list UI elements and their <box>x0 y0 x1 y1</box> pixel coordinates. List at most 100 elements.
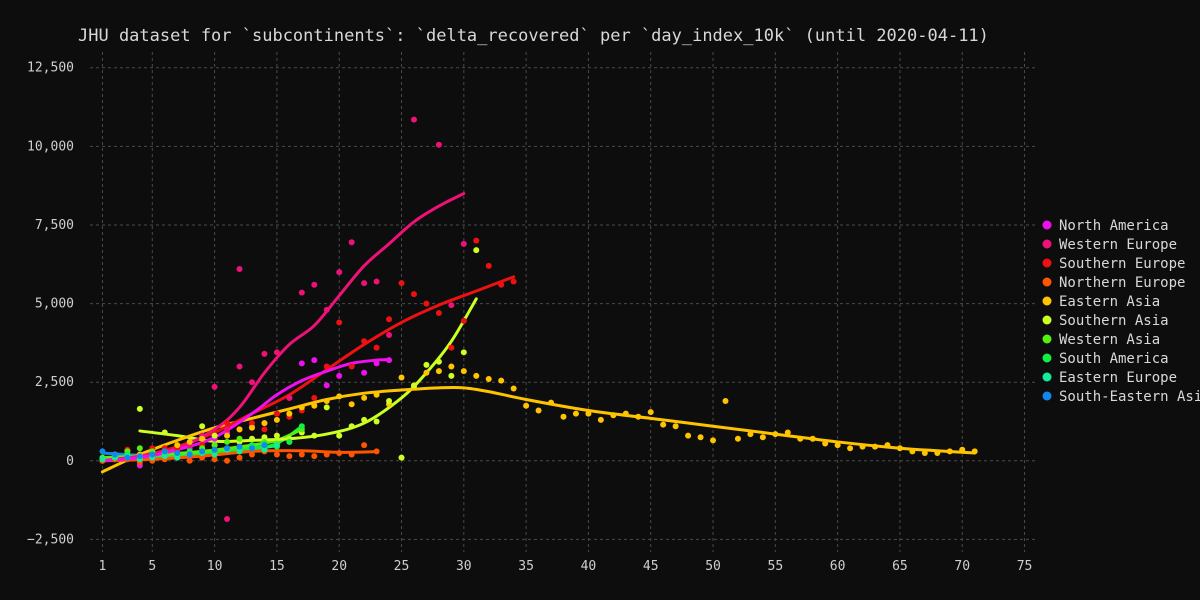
legend-label: Southern Europe <box>1059 256 1185 272</box>
x-tick-label: 65 <box>892 559 908 574</box>
data-point <box>136 453 143 460</box>
legend-label: Western Asia <box>1059 332 1160 348</box>
data-point <box>298 404 305 411</box>
data-point <box>485 376 492 383</box>
data-point <box>585 410 592 417</box>
legend-label: Eastern Asia <box>1059 294 1160 310</box>
data-point <box>273 451 280 458</box>
data-point <box>311 432 318 439</box>
x-tick-label: 10 <box>207 559 223 574</box>
data-point <box>273 432 280 439</box>
data-point <box>373 360 380 367</box>
data-point <box>373 391 380 398</box>
data-point <box>286 438 293 445</box>
data-point <box>946 448 953 455</box>
data-point <box>211 432 218 439</box>
data-point <box>348 401 355 408</box>
data-point <box>186 457 193 464</box>
data-point <box>872 443 879 450</box>
data-point <box>361 369 368 376</box>
data-point <box>622 410 629 417</box>
y-tick-label: 0 <box>66 454 74 469</box>
data-point <box>199 454 206 461</box>
data-point <box>523 402 530 409</box>
data-point <box>136 405 143 412</box>
data-point <box>199 435 206 442</box>
x-tick-label: 15 <box>269 559 285 574</box>
y-tick-label: 2,500 <box>35 375 74 390</box>
data-point <box>435 310 442 317</box>
data-point <box>286 394 293 401</box>
data-point <box>348 363 355 370</box>
data-point <box>485 262 492 269</box>
data-point <box>298 451 305 458</box>
data-point <box>822 440 829 447</box>
data-point <box>323 451 330 458</box>
data-point <box>236 443 243 450</box>
data-point <box>136 445 143 452</box>
data-point <box>149 451 156 458</box>
data-point <box>236 448 243 455</box>
chart-title: JHU dataset for `subcontinents`: `delta_… <box>78 26 989 46</box>
data-point <box>710 437 717 444</box>
legend-marker <box>1042 258 1052 268</box>
trend-line <box>100 275 516 463</box>
data-point <box>199 423 206 430</box>
data-point <box>261 442 268 449</box>
data-point <box>248 445 255 452</box>
data-point <box>572 410 579 417</box>
data-point <box>248 424 255 431</box>
data-point <box>311 357 318 364</box>
data-point <box>323 306 330 313</box>
data-point <box>473 237 480 244</box>
data-point <box>410 116 417 123</box>
data-point <box>361 442 368 449</box>
data-point <box>261 434 268 441</box>
data-point <box>361 280 368 287</box>
legend: North America Western Europe Southern Euro… <box>1042 218 1200 405</box>
data-point <box>336 393 343 400</box>
data-point <box>460 317 467 324</box>
legend-label: North America <box>1059 218 1169 234</box>
data-point <box>548 399 555 406</box>
data-point <box>236 363 243 370</box>
data-point <box>448 363 455 370</box>
data-point <box>959 446 966 453</box>
data-point <box>298 360 305 367</box>
data-point <box>398 280 405 287</box>
y-tick-label: −2,500 <box>27 532 74 547</box>
data-point <box>224 438 231 445</box>
data-point <box>635 413 642 420</box>
data-point <box>373 344 380 351</box>
x-tick-label: 20 <box>331 559 347 574</box>
data-point <box>373 448 380 455</box>
data-point <box>211 446 218 453</box>
data-point <box>336 372 343 379</box>
data-point <box>361 394 368 401</box>
x-tick-label: 55 <box>768 559 784 574</box>
x-tick-label: 75 <box>1017 559 1033 574</box>
data-point <box>909 448 916 455</box>
data-point <box>236 435 243 442</box>
data-point <box>460 349 467 356</box>
legend-label: Eastern Europe <box>1059 370 1177 386</box>
y-tick-label: 5,000 <box>35 297 74 312</box>
data-point <box>348 451 355 458</box>
data-point <box>161 453 168 460</box>
data-point <box>174 442 181 449</box>
data-point <box>336 432 343 439</box>
data-point <box>186 438 193 445</box>
x-tick-label: 25 <box>394 559 410 574</box>
legend-marker <box>1042 372 1052 382</box>
data-point <box>236 426 243 433</box>
data-point <box>248 435 255 442</box>
data-point <box>759 434 766 441</box>
data-point <box>186 451 193 458</box>
data-point <box>161 448 168 455</box>
data-point <box>498 281 505 288</box>
legend-label: Northern Europe <box>1059 275 1185 291</box>
data-point <box>784 429 791 436</box>
x-tick-label: 30 <box>456 559 472 574</box>
data-point <box>336 269 343 276</box>
data-point <box>348 239 355 246</box>
